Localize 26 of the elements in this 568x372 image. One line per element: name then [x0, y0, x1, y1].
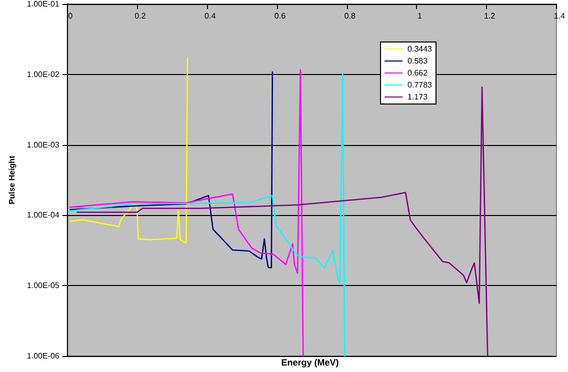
x-tick-label: 1 [417, 12, 422, 20]
line-series [70, 74, 346, 357]
x-tick-label: 0.8 [344, 12, 356, 20]
x-axis-title: Energy (MeV) [281, 358, 339, 368]
y-tick-label: 1.00E-05 [26, 281, 60, 290]
y-tick-label: 1.00E-02 [26, 70, 60, 79]
y-tick-label: 1.00E-06 [26, 352, 60, 360]
y-tick-label: 1.00E-01 [26, 0, 60, 8]
x-tick-label: 0.6 [274, 12, 286, 20]
line-series [70, 71, 274, 268]
y-tick-label: 1.00E-03 [26, 140, 60, 150]
x-tick-label: 1.2 [484, 12, 496, 20]
legend-label: 0.662 [408, 68, 428, 78]
line-series [70, 69, 304, 357]
x-tick-label: 1.4 [554, 12, 566, 20]
x-tick-label: 0 [68, 12, 74, 20]
x-tick-label: 0.2 [134, 12, 146, 20]
legend-label: 0.3443 [408, 44, 433, 54]
line-series [70, 58, 188, 244]
y-tick-label: 1.00E-04 [26, 210, 60, 220]
y-axis-title: Pulse Height [8, 155, 16, 204]
legend-label: 1.173 [408, 92, 428, 102]
legend-label: 0.583 [408, 56, 428, 66]
x-tick-label: 0.4 [204, 12, 216, 20]
legend-label: 0.7783 [408, 80, 433, 90]
line-series [76, 86, 488, 357]
